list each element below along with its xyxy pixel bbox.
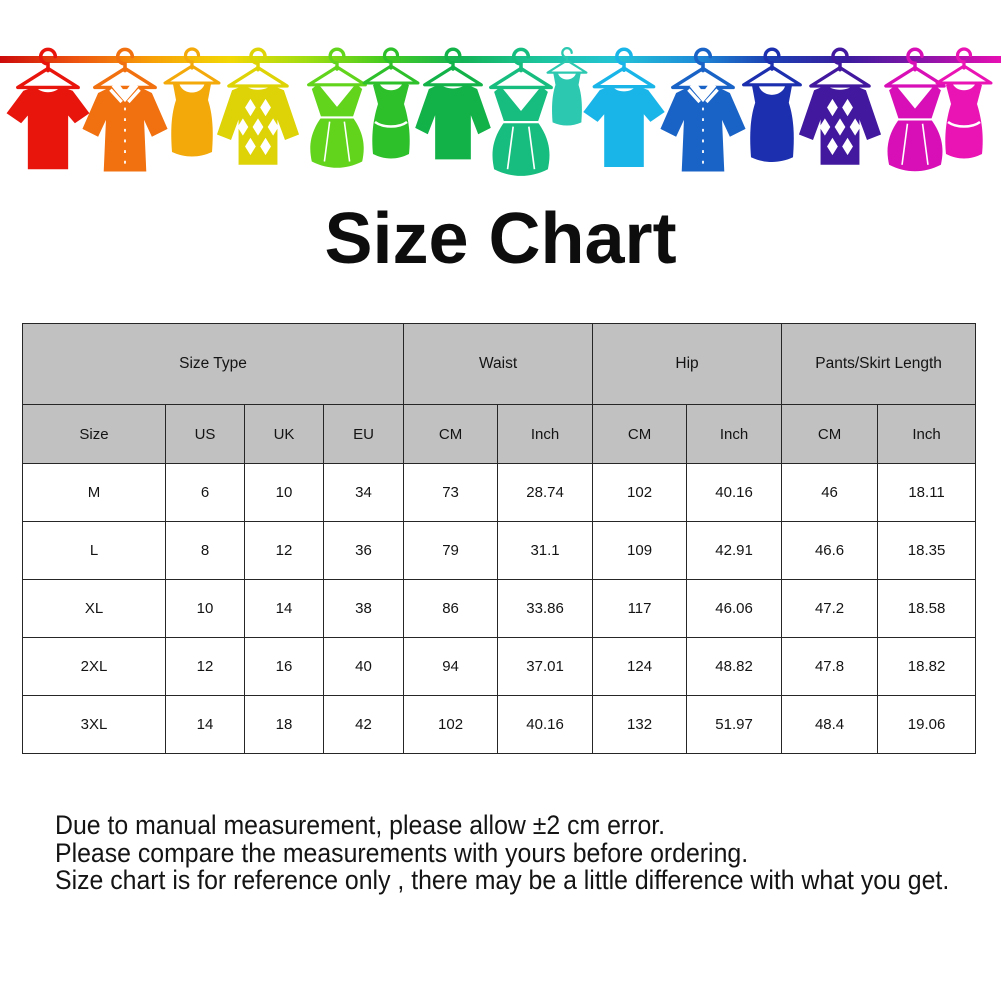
measurement-notes: Due to manual measurement, please allow … bbox=[55, 810, 950, 896]
page-title: Size Chart bbox=[324, 199, 677, 279]
measurement-cell: 31.1 bbox=[497, 521, 594, 580]
yellow-diamond-sweater-icon bbox=[215, 47, 301, 167]
size-row-xl: XL 10 14 38 86 33.86 117 46.06 47.2 18.58 bbox=[22, 579, 977, 638]
lime-dress-icon bbox=[306, 47, 368, 170]
measurement-cell: 102 bbox=[403, 695, 499, 754]
measurement-cell: 40.16 bbox=[497, 695, 594, 754]
measurement-cell: 117 bbox=[592, 579, 688, 638]
purple-argyle-sweater-icon bbox=[797, 47, 883, 167]
red-tshirt-icon bbox=[4, 47, 92, 171]
green-tank-dress-icon bbox=[362, 47, 420, 161]
measurement-cell: 40 bbox=[322, 637, 405, 696]
navy-tank-top-icon bbox=[741, 47, 803, 164]
measurement-cell: 33.86 bbox=[497, 579, 594, 638]
measurement-cell: 47.2 bbox=[781, 579, 879, 638]
measurement-cell: 79 bbox=[403, 521, 499, 580]
measurement-cell: 102 bbox=[592, 463, 688, 522]
column-header-us-1: US bbox=[165, 404, 245, 464]
pink-tank-dress-icon bbox=[935, 47, 993, 161]
measurement-cell: 18.82 bbox=[877, 637, 977, 696]
measurement-cell: 46 bbox=[781, 463, 879, 522]
measurement-cell: 34 bbox=[322, 463, 405, 522]
measurement-cell: 18.35 bbox=[877, 521, 977, 580]
measurement-cell: 28.74 bbox=[497, 463, 594, 522]
measurement-cell: 51.97 bbox=[686, 695, 783, 754]
size-row-l: L 8 12 36 79 31.1 109 42.91 46.6 18.35 bbox=[22, 521, 977, 580]
green-sweater-icon bbox=[413, 47, 493, 162]
measurement-cell: 47.8 bbox=[781, 637, 879, 696]
measurement-cell: 38 bbox=[322, 579, 405, 638]
measurement-cell: 14 bbox=[165, 695, 245, 754]
measurement-cell: 48.82 bbox=[686, 637, 783, 696]
amber-tank-top-icon bbox=[163, 47, 221, 159]
measurement-cell: 48.4 bbox=[781, 695, 879, 754]
measurement-cell: 40.16 bbox=[686, 463, 783, 522]
column-header-cm-4: CM bbox=[403, 404, 499, 464]
group-header-size-type: Size Type bbox=[21, 323, 405, 405]
group-header-pants-skirt-length: Pants/Skirt Length bbox=[781, 323, 977, 405]
measurement-cell: 18.58 bbox=[877, 579, 977, 638]
clothesline-banner bbox=[0, 47, 1001, 178]
column-header-inch-5: Inch bbox=[497, 404, 594, 464]
column-header-uk-2: UK bbox=[244, 404, 324, 464]
measurement-cell: 37.01 bbox=[497, 637, 594, 696]
measurement-cell: 10 bbox=[244, 463, 324, 522]
blue-shirt-icon bbox=[658, 47, 748, 174]
measurement-cell: 73 bbox=[403, 463, 499, 522]
size-row-2xl: 2XL 12 16 40 94 37.01 124 48.82 47.8 18.82 bbox=[22, 637, 977, 696]
size-label-cell: XL bbox=[22, 579, 166, 638]
magenta-dress-icon bbox=[884, 47, 946, 174]
note-line: Due to manual measurement, please allow … bbox=[55, 810, 666, 840]
measurement-cell: 94 bbox=[403, 637, 499, 696]
measurement-cell: 86 bbox=[403, 579, 499, 638]
size-row-3xl: 3XL 14 18 42 102 40.16 132 51.97 48.4 19.06 bbox=[22, 695, 977, 754]
size-chart-table: Size Type Waist Hip Pants/Skirt Length Size U… bbox=[21, 323, 977, 754]
column-header-cm-6: CM bbox=[592, 404, 688, 464]
measurement-cell: 18 bbox=[244, 695, 324, 754]
note-line: Size chart is for reference only , there… bbox=[55, 865, 950, 896]
size-row-m: M 6 10 34 73 28.74 102 40.16 46 18.11 bbox=[22, 463, 977, 522]
measurement-cell: 46.6 bbox=[781, 521, 879, 580]
measurement-cell: 18.11 bbox=[877, 463, 977, 522]
measurement-cell: 42 bbox=[322, 695, 405, 754]
measurement-cell: 14 bbox=[244, 579, 324, 638]
measurement-cell: 12 bbox=[165, 637, 245, 696]
measurement-cell: 132 bbox=[592, 695, 688, 754]
group-header-hip: Hip bbox=[592, 323, 783, 405]
cyan-tshirt-icon bbox=[581, 47, 667, 169]
size-label-cell: 2XL bbox=[22, 637, 166, 696]
column-header-inch-7: Inch bbox=[686, 404, 783, 464]
column-header-cm-8: CM bbox=[781, 404, 879, 464]
measurement-cell: 12 bbox=[244, 521, 324, 580]
measurement-cell: 42.91 bbox=[686, 521, 783, 580]
size-label-cell: 3XL bbox=[22, 695, 166, 754]
measurement-cell: 46.06 bbox=[686, 579, 783, 638]
measurement-cell: 109 bbox=[592, 521, 688, 580]
column-header-eu-3: EU bbox=[322, 404, 405, 464]
teal-dress-icon bbox=[488, 47, 554, 178]
note-line: Please compare the measurements with you… bbox=[55, 837, 749, 868]
size-label-cell: L bbox=[22, 521, 166, 580]
measurement-cell: 10 bbox=[165, 579, 245, 638]
measurement-cell: 8 bbox=[165, 521, 245, 580]
column-header-inch-9: Inch bbox=[877, 404, 977, 464]
group-header-waist: Waist bbox=[403, 323, 594, 405]
measurement-cell: 124 bbox=[592, 637, 688, 696]
size-label-cell: M bbox=[22, 463, 166, 522]
clothesline-rod bbox=[0, 56, 1001, 63]
column-header-size-0: Size bbox=[22, 404, 166, 464]
measurement-cell: 36 bbox=[322, 521, 405, 580]
orange-shirt-icon bbox=[80, 47, 170, 174]
measurement-cell: 16 bbox=[244, 637, 324, 696]
measurement-cell: 19.06 bbox=[877, 695, 977, 754]
measurement-cell: 6 bbox=[165, 463, 245, 522]
